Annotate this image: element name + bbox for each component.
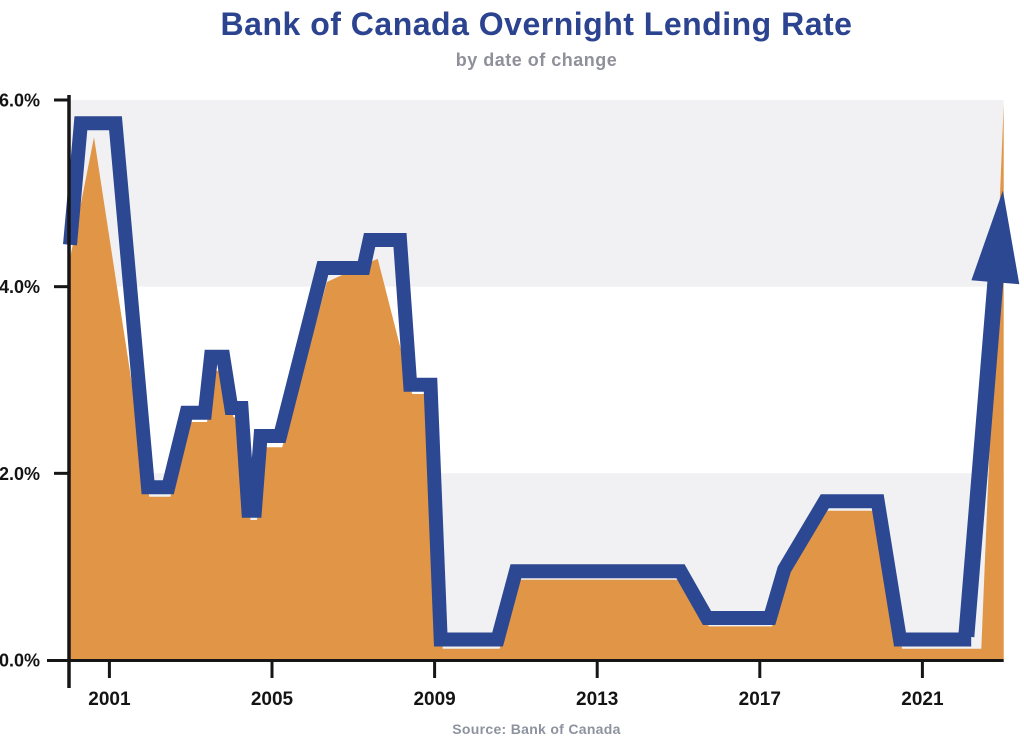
grid-band [70, 100, 1004, 287]
x-tick-label: 2005 [251, 689, 294, 710]
y-tick-label: 6.0% [0, 91, 40, 111]
x-tick-label: 2017 [739, 689, 781, 710]
y-tick-label: 0.0% [0, 651, 40, 671]
y-tick-label: 4.0% [0, 277, 40, 297]
chart-subtitle: by date of change [455, 50, 618, 70]
rising-rate-arrow [958, 190, 1020, 638]
rate-line [63, 116, 972, 647]
y-tick-label: 2.0% [0, 464, 40, 484]
source-note: Source: Bank of Canada [452, 721, 621, 737]
x-tick-label: 2001 [88, 689, 131, 710]
x-tick-label: 2009 [413, 689, 455, 710]
chart-title: Bank of Canada Overnight Lending Rate [220, 6, 853, 42]
rate-area-fill [70, 104, 1004, 659]
x-tick-label: 2013 [576, 689, 618, 710]
x-tick-label: 2021 [901, 689, 944, 710]
